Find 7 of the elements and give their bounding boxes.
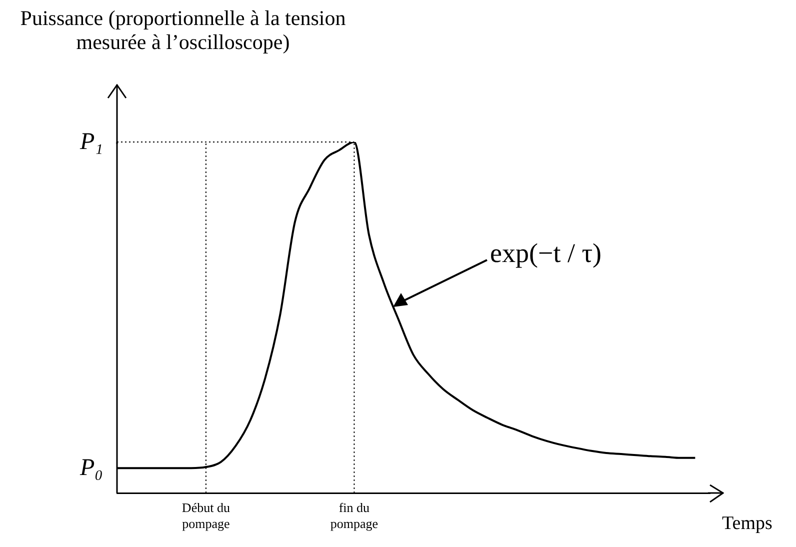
text: P₀ (80, 454, 103, 484)
x-axis-title: Temps (722, 512, 772, 536)
y-axis-title: Puissance (proportionnelle à la tension mesurée à l’oscilloscope) (19, 6, 347, 54)
text: P₁ (80, 128, 103, 157)
annotation: exp(−t / τ) (490, 238, 602, 269)
x-tick-label: Début du pompage (182, 500, 230, 531)
x-tick-label: fin du pompage (330, 500, 378, 531)
